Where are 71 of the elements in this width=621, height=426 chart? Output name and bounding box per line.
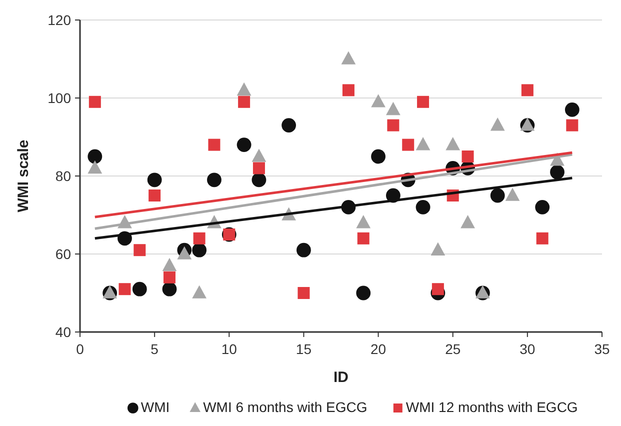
point (162, 282, 177, 296)
x-tick-label: 5 (150, 341, 159, 357)
x-tick-label: 30 (520, 341, 536, 357)
x-tick-label: 35 (594, 341, 610, 357)
point (208, 138, 220, 151)
point (446, 137, 460, 150)
y-tick-label: 60 (55, 246, 72, 262)
legend-label: WMI 6 months with EGCG (203, 399, 368, 415)
point (118, 283, 131, 296)
point (430, 242, 446, 256)
point (490, 118, 505, 131)
point (193, 232, 206, 244)
y-tick-label: 100 (48, 90, 72, 106)
point (386, 102, 400, 116)
point (341, 51, 356, 64)
point (192, 285, 207, 298)
point (282, 118, 296, 132)
point (296, 242, 311, 258)
legend-label: WMI 12 months with EGCG (406, 399, 578, 415)
x-tick-label: 15 (296, 341, 312, 357)
point (252, 162, 265, 174)
point (417, 96, 430, 108)
point (536, 232, 548, 244)
point (238, 96, 250, 108)
x-tick-label: 25 (445, 341, 461, 357)
y-axis-title: WMI scale (15, 140, 32, 212)
point (177, 246, 192, 260)
point (505, 188, 520, 201)
point (356, 286, 371, 300)
point (192, 242, 207, 258)
point (252, 172, 266, 188)
point (550, 164, 564, 180)
point (134, 244, 146, 256)
point (356, 215, 371, 228)
x-tick-label: 0 (76, 341, 84, 357)
x-axis-title: ID (334, 369, 349, 386)
legend-label: WMI (140, 399, 170, 415)
point (535, 200, 550, 214)
point (416, 200, 430, 214)
point (387, 119, 400, 132)
point (207, 172, 222, 188)
point (521, 84, 534, 96)
point (88, 149, 102, 164)
point (252, 148, 266, 162)
x-tick-label: 10 (221, 341, 238, 357)
point (163, 271, 176, 284)
point (432, 283, 444, 296)
point (357, 232, 370, 244)
point (402, 138, 414, 151)
point (148, 190, 161, 202)
point (564, 102, 580, 117)
point (88, 96, 101, 108)
point (162, 258, 177, 272)
point (371, 94, 386, 108)
y-tick-label: 40 (55, 324, 72, 340)
point (147, 172, 162, 188)
point (460, 215, 475, 228)
y-tick-label: 80 (55, 168, 72, 184)
point (342, 84, 354, 96)
point (298, 287, 310, 299)
point (566, 119, 578, 132)
point (416, 137, 430, 150)
point (490, 188, 505, 203)
point (236, 82, 252, 96)
point (132, 282, 147, 296)
x-tick-label: 20 (370, 341, 386, 357)
point (236, 138, 252, 152)
point (88, 160, 102, 174)
point (371, 149, 386, 164)
y-tick-label: 120 (48, 12, 72, 28)
point (462, 150, 474, 162)
